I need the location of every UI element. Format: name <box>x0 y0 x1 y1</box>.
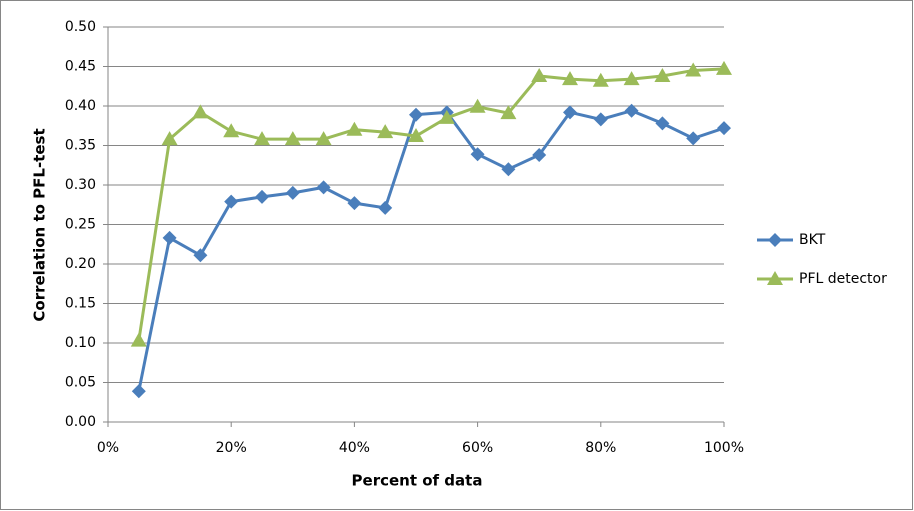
y-tick-label: 0.05 <box>65 375 96 391</box>
marker <box>716 60 732 75</box>
marker <box>131 384 146 399</box>
marker <box>717 121 731 136</box>
marker <box>438 109 455 124</box>
marker <box>224 194 239 209</box>
marker <box>655 116 670 131</box>
marker <box>162 230 177 245</box>
x-tick-label: 100% <box>704 440 744 456</box>
marker <box>378 200 393 215</box>
marker <box>470 147 485 162</box>
y-tick-label: 0.15 <box>65 296 96 312</box>
y-tick-label: 0.20 <box>65 256 96 272</box>
marker <box>130 332 147 347</box>
marker <box>409 107 423 122</box>
marker <box>531 67 548 82</box>
marker <box>654 67 671 82</box>
marker <box>532 147 547 162</box>
x-axis-title: Percent of data <box>352 472 483 490</box>
marker <box>563 105 577 120</box>
y-axis-title: Correlation to PFL-test <box>31 128 49 321</box>
marker <box>500 105 517 120</box>
marker <box>685 62 702 77</box>
marker <box>347 196 362 211</box>
marker <box>285 185 300 200</box>
marker <box>377 124 394 139</box>
marker <box>255 189 269 204</box>
x-tick-label: 60% <box>462 440 493 456</box>
marker <box>593 112 608 127</box>
marker <box>161 131 178 146</box>
marker <box>501 162 516 177</box>
marker <box>193 248 208 263</box>
y-tick-label: 0.50 <box>65 19 96 35</box>
y-tick-label: 0.10 <box>65 335 96 351</box>
y-tick-label: 0.35 <box>65 138 96 154</box>
x-tick-label: 80% <box>585 440 616 456</box>
marker <box>623 71 640 86</box>
legend-label: BKT <box>799 232 826 248</box>
x-tick-label: 40% <box>339 440 370 456</box>
marker <box>469 98 486 113</box>
marker <box>767 271 783 285</box>
marker <box>315 131 332 146</box>
marker <box>192 104 209 119</box>
x-tick-label: 0% <box>97 440 119 456</box>
marker <box>284 131 301 146</box>
marker <box>624 103 639 118</box>
y-tick-label: 0.00 <box>65 414 96 430</box>
marker <box>686 131 701 146</box>
y-tick-label: 0.40 <box>65 98 96 114</box>
marker <box>254 131 270 146</box>
marker <box>592 72 609 87</box>
legend-label: PFL detector <box>799 271 887 287</box>
marker <box>316 180 331 195</box>
marker <box>768 233 782 247</box>
y-tick-label: 0.45 <box>65 59 96 75</box>
marker <box>562 71 578 86</box>
x-tick-label: 20% <box>216 440 247 456</box>
marker <box>346 121 363 136</box>
y-tick-label: 0.30 <box>65 177 96 193</box>
marker <box>223 123 240 138</box>
marker <box>408 128 424 143</box>
y-tick-label: 0.25 <box>65 217 96 233</box>
